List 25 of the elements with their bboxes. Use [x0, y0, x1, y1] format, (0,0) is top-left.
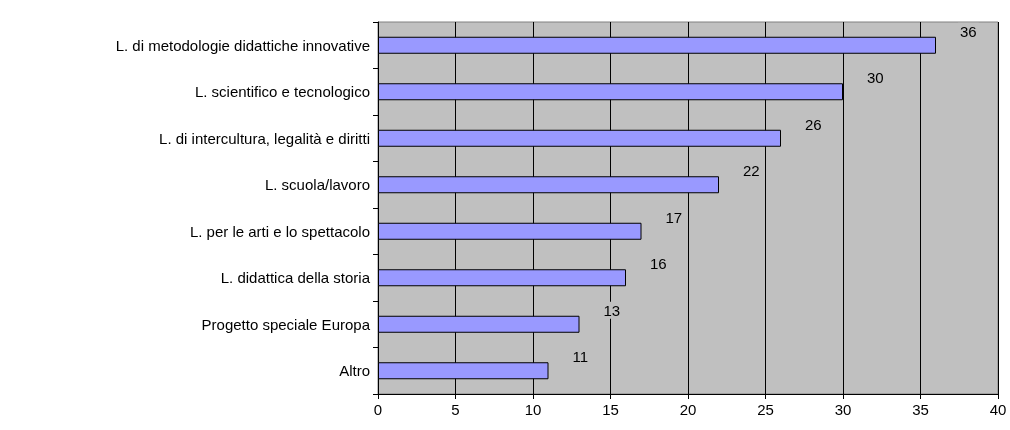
data-label: 26: [805, 115, 822, 133]
data-label: 16: [650, 255, 667, 273]
data-label: 13: [603, 301, 621, 319]
y-tick-label: L. per le arti e lo spettacolo: [189, 222, 370, 240]
y-tick-label: L. scuola/lavoro: [264, 176, 370, 194]
x-tick-label: 0: [373, 401, 383, 418]
x-tick-label: 10: [524, 401, 542, 418]
x-tick-label: 25: [757, 401, 774, 418]
data-label: 30: [867, 69, 884, 87]
y-tick-label: Progetto speciale Europa: [201, 315, 371, 333]
y-tick-label: Altro: [339, 362, 370, 380]
x-tick-label: 30: [834, 401, 852, 418]
x-tick-label: 20: [679, 401, 697, 418]
data-label: 11: [572, 348, 589, 366]
data-label: 17: [665, 208, 683, 226]
data-label: 36: [960, 22, 977, 40]
x-tick-label: 5: [451, 401, 460, 418]
y-tick-label: L. scientifico e tecnologico: [194, 83, 370, 101]
data-label: 22: [743, 162, 760, 180]
y-tick-label: L. didattica della storia: [220, 269, 371, 287]
y-tick-label: L. di intercultura, legalità e diritti: [159, 129, 370, 147]
x-tick-label: 15: [602, 401, 619, 418]
y-tick-label: L. di metodologie didattiche innovative: [115, 36, 370, 54]
x-tick-label: 35: [912, 401, 929, 418]
x-tick-label: 40: [989, 401, 1007, 418]
